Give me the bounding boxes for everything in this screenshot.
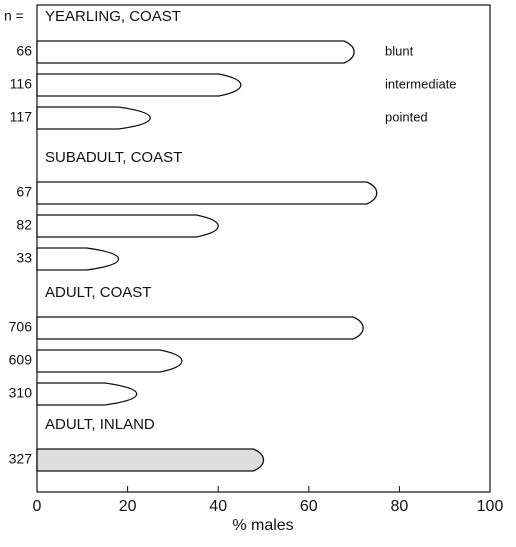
feather-bar (36, 214, 219, 238)
n-value: 327 (9, 451, 33, 467)
group-title: ADULT, COAST (45, 284, 151, 301)
n-value: 116 (10, 76, 33, 92)
n-value: 310 (9, 385, 33, 401)
group-title: YEARLING, COAST (45, 8, 181, 25)
feather-bar (36, 382, 138, 406)
x-axis-label: % males (232, 517, 293, 534)
shape-legend: blunt (385, 43, 414, 58)
x-tick-label: 40 (209, 498, 227, 515)
feather-bar (36, 73, 242, 97)
n-value: 117 (10, 109, 33, 125)
feather-bar (36, 106, 151, 130)
feather-bar (36, 349, 183, 373)
n-value: 609 (9, 352, 33, 368)
x-tick-label: 100 (477, 498, 504, 515)
group-title: ADULT, INLAND (45, 416, 155, 433)
n-value: 706 (9, 319, 33, 335)
feather-bar (36, 181, 378, 205)
group-title: SUBADULT, COAST (45, 149, 182, 166)
n-value: 82 (16, 217, 32, 233)
feather-bar (36, 40, 355, 64)
x-tick-label: 80 (391, 498, 409, 515)
x-tick-label: 0 (33, 498, 42, 515)
shape-legend: pointed (385, 109, 428, 124)
n-value: 33 (16, 250, 32, 266)
feather-bar (36, 316, 364, 340)
n-label: n = (4, 8, 24, 24)
n-value: 67 (16, 184, 32, 200)
x-tick-label: 20 (119, 498, 137, 515)
n-value: 66 (16, 43, 32, 59)
feather-bar (36, 448, 265, 472)
shape-legend: intermediate (385, 76, 457, 91)
feather-bar (36, 247, 120, 271)
x-tick-label: 60 (300, 498, 318, 515)
